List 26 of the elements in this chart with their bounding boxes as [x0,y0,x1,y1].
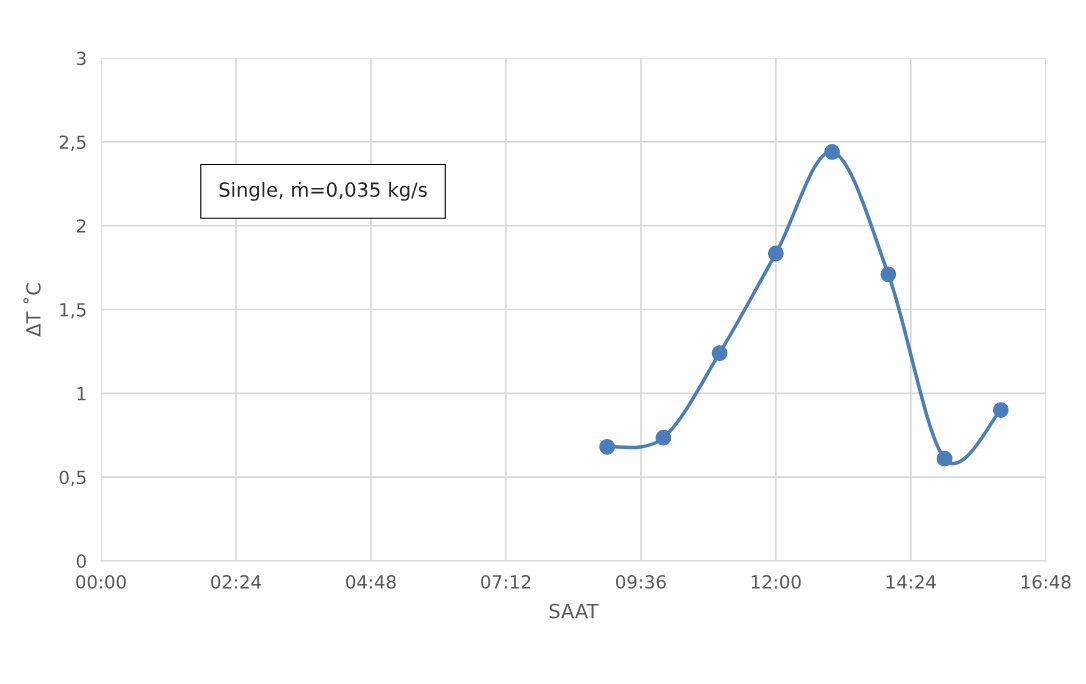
x-tick-label: 02:24 [211,575,261,589]
point [936,450,953,467]
y-tick-label: 3 [77,51,86,66]
x-tick-label: 16:48 [1021,575,1071,589]
point [711,345,728,361]
point [880,266,897,283]
x-tick-label: 09:36 [616,575,666,589]
x-tick-label: 12:00 [751,575,801,589]
x-tick-label: 00:00 [76,575,126,589]
y-axis-title: ΔT ˚C [23,283,41,337]
x-tick-label: 07:12 [481,575,531,589]
x-tick-label: 04:48 [346,575,396,589]
point [824,144,840,160]
y-tick-label: 2 [76,219,86,233]
y-tick-label: 0 [76,554,86,568]
point [992,402,1009,418]
point [655,429,672,446]
x-axis-title: SAAT [549,603,599,619]
y-tick-label: 1 [77,387,86,401]
point [768,245,784,262]
y-tick-label: 2,5 [59,135,86,151]
y-tick-label: 0,5 [59,470,86,487]
annotation: Single, ṁ=0,035 kg/s [219,181,427,201]
point [599,439,616,455]
y-tick-label: 1,5 [60,303,86,319]
x-tick-label: 14:24 [886,575,936,589]
